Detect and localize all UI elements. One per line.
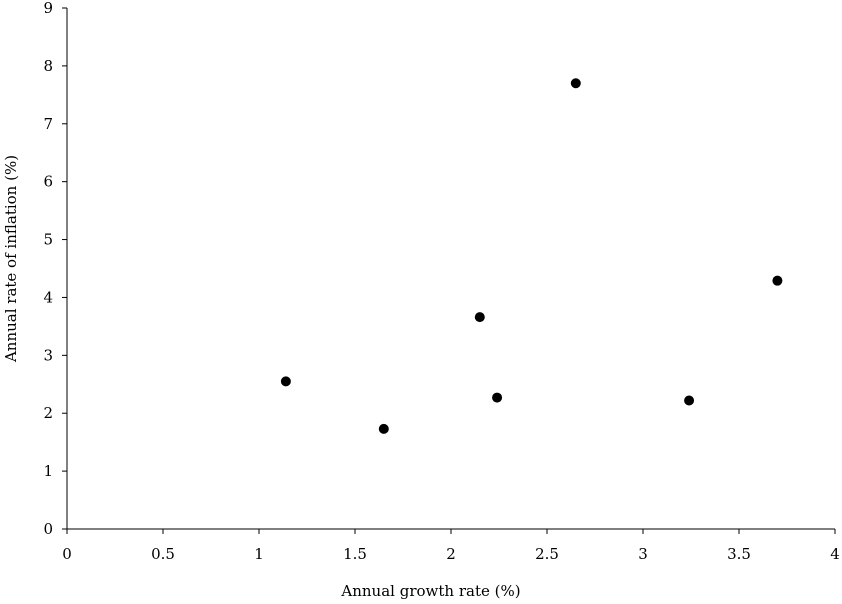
x-tick-label: 0 <box>62 545 72 563</box>
y-tick-label: 0 <box>43 520 53 538</box>
y-tick-label: 2 <box>43 404 53 422</box>
data-point <box>474 312 485 323</box>
x-axis-title: Annual growth rate (%) <box>340 582 520 600</box>
y-tick-label: 3 <box>43 346 53 364</box>
x-tick-label: 4 <box>830 545 840 563</box>
y-tick-label: 6 <box>43 173 53 191</box>
x-tick-label: 2 <box>446 545 456 563</box>
x-tick-label: 1 <box>254 545 264 563</box>
axes <box>66 8 835 530</box>
y-tick-label: 4 <box>43 288 53 306</box>
y-tick-label: 7 <box>43 115 53 133</box>
data-point <box>772 275 783 286</box>
x-tick-label: 1.5 <box>343 545 367 563</box>
data-point <box>280 376 291 387</box>
x-tick-label: 3 <box>638 545 648 563</box>
data-points <box>280 78 783 434</box>
x-tick-label: 2.5 <box>535 545 559 563</box>
data-point <box>684 395 695 406</box>
x-ticks: 0 0.5 1 1.5 2 2.5 3 3.5 4 <box>62 529 840 563</box>
y-tick-label: 9 <box>43 0 53 17</box>
y-tick-label: 1 <box>43 462 53 480</box>
x-tick-label: 3.5 <box>727 545 751 563</box>
y-tick-label: 5 <box>43 231 53 249</box>
x-tick-label: 0.5 <box>151 545 175 563</box>
data-point <box>378 423 389 434</box>
y-axis-title: Annual rate of inflation (%) <box>2 155 20 363</box>
data-point <box>570 78 581 89</box>
y-tick-label: 8 <box>43 57 53 75</box>
y-ticks: 0 1 2 3 4 5 6 7 8 9 <box>43 0 67 538</box>
data-point <box>492 392 503 403</box>
